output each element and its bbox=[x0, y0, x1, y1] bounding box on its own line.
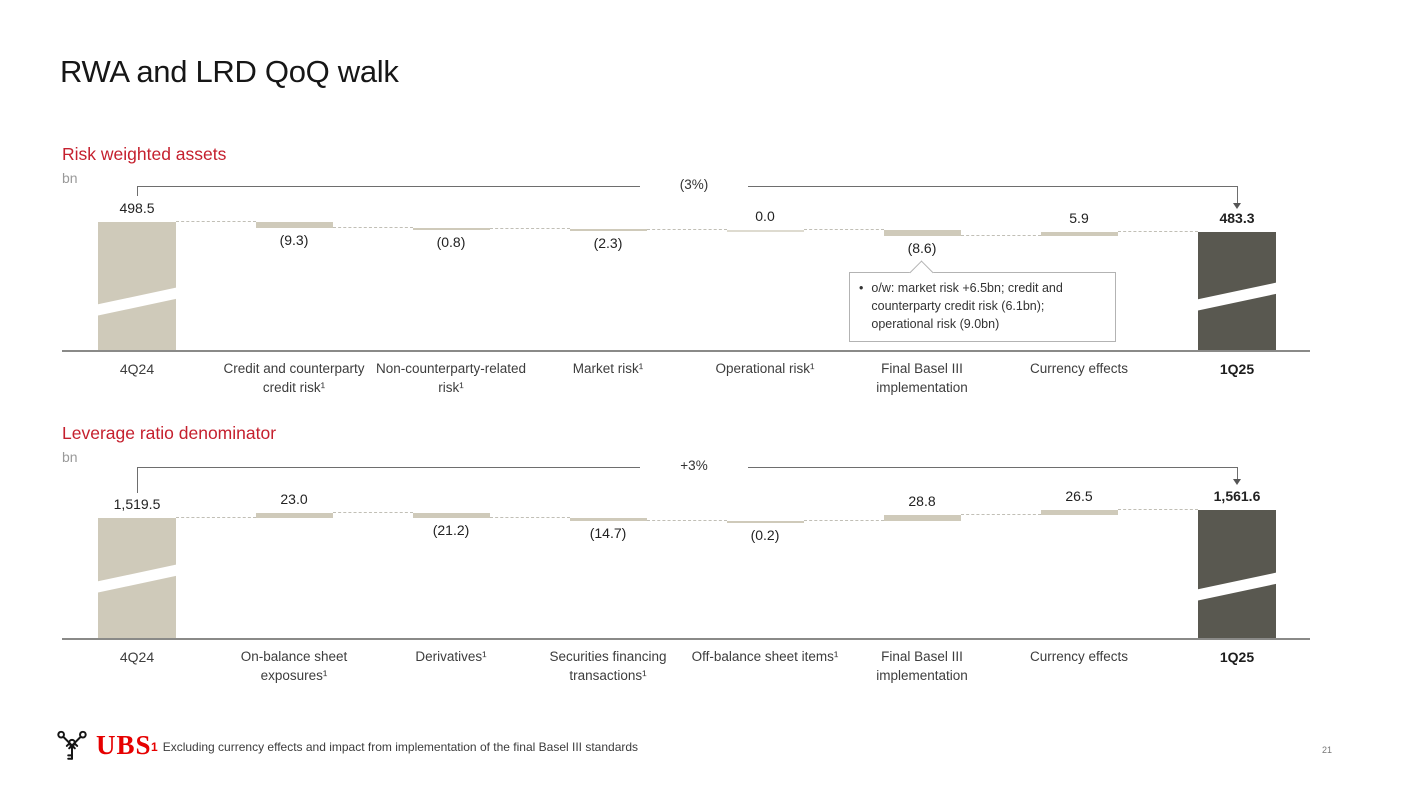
connector-line bbox=[803, 229, 884, 231]
bullet-icon: • bbox=[859, 281, 864, 295]
value-label: 23.0 bbox=[280, 491, 308, 508]
category-label: 1Q25 bbox=[1219, 649, 1255, 665]
chart1-unit: bn bbox=[62, 170, 78, 186]
chart1-title: Risk weighted assets bbox=[62, 144, 227, 164]
connector-line bbox=[489, 227, 570, 229]
connector-line bbox=[646, 519, 727, 521]
category-label: Market risk¹ bbox=[572, 361, 644, 376]
connector-line bbox=[489, 516, 570, 518]
arrow-stem bbox=[1237, 186, 1238, 203]
connector-line bbox=[176, 221, 256, 222]
ubs-logo: UBS bbox=[55, 729, 152, 762]
value-label: (0.8) bbox=[436, 234, 466, 251]
value-label: (2.3) bbox=[593, 234, 623, 251]
callout-text: o/w: market risk +6.5bn; credit and coun… bbox=[871, 281, 1063, 331]
connector-line bbox=[960, 513, 1041, 515]
chart1-total-change-label: (3%) bbox=[640, 177, 748, 192]
connector-line bbox=[960, 234, 1041, 236]
arrow-down-icon bbox=[1233, 203, 1241, 209]
axis-break-slash bbox=[98, 563, 176, 595]
value-label: (21.2) bbox=[432, 521, 470, 538]
bracket-tick bbox=[137, 186, 138, 196]
value-label: 28.8 bbox=[908, 492, 936, 509]
value-label: 0.0 bbox=[755, 208, 775, 225]
connector-line bbox=[1117, 508, 1198, 510]
bar-on-balance-sheet-exposures- bbox=[255, 513, 333, 518]
category-label: Securities financing transactions¹ bbox=[549, 649, 667, 683]
value-label: 483.3 bbox=[1219, 209, 1255, 226]
bar-final-basel-iii-implementation bbox=[883, 514, 961, 521]
connector-line bbox=[332, 227, 413, 229]
footnote: 1 Excluding currency effects and impact f… bbox=[151, 740, 638, 754]
bar-non-counterparty-related-risk- bbox=[412, 228, 490, 231]
basel-annotation-callout: • o/w: market risk +6.5bn; credit and co… bbox=[849, 272, 1116, 343]
bar-final-basel-iii-implementation bbox=[883, 230, 961, 236]
bar-operational-risk- bbox=[726, 230, 804, 232]
category-label: On-balance sheet exposures¹ bbox=[240, 649, 348, 683]
value-label: 1,519.5 bbox=[113, 496, 161, 512]
connector-line bbox=[646, 229, 727, 231]
bar-currency-effects bbox=[1040, 509, 1118, 515]
connector-line bbox=[803, 519, 884, 521]
arrow-stem bbox=[1237, 467, 1238, 479]
footnote-text: Excluding currency effects and impact fr… bbox=[162, 740, 639, 754]
category-label: Currency effects bbox=[1029, 361, 1129, 376]
category-label: Final Basel III implementation bbox=[876, 649, 968, 683]
bar-4q24 bbox=[98, 222, 176, 350]
bar-4q24 bbox=[98, 518, 176, 638]
bracket-tick bbox=[137, 467, 138, 493]
value-label: 498.5 bbox=[119, 200, 155, 216]
value-label: 26.5 bbox=[1065, 487, 1093, 504]
bar-securities-financing-transactions- bbox=[569, 517, 647, 521]
category-label: 1Q25 bbox=[1219, 361, 1255, 377]
category-label: 4Q24 bbox=[119, 649, 155, 665]
connector-line bbox=[1117, 230, 1198, 232]
category-label: Final Basel III implementation bbox=[876, 361, 968, 395]
value-label: (9.3) bbox=[279, 232, 309, 249]
chart2-total-change-label: +3% bbox=[640, 458, 748, 473]
value-label: 5.9 bbox=[1069, 209, 1089, 226]
value-label: 1,561.6 bbox=[1213, 487, 1261, 504]
category-label: Credit and counterparty credit risk¹ bbox=[223, 361, 365, 395]
footnote-marker: 1 bbox=[151, 740, 158, 754]
category-label: Operational risk¹ bbox=[715, 361, 815, 376]
bar-off-balance-sheet-items- bbox=[726, 520, 804, 523]
category-label: Currency effects bbox=[1029, 649, 1129, 664]
bar-1q25 bbox=[1198, 509, 1276, 638]
page-number: 21 bbox=[1322, 745, 1333, 755]
bar-market-risk- bbox=[569, 228, 647, 231]
x-axis bbox=[62, 350, 1310, 352]
chart2-unit: bn bbox=[62, 449, 78, 465]
category-label: Derivatives¹ bbox=[415, 649, 487, 664]
connector-line bbox=[332, 512, 413, 514]
bar-credit-and-counterparty-credit-risk- bbox=[255, 222, 333, 229]
bar-currency-effects bbox=[1040, 231, 1118, 236]
arrow-down-icon bbox=[1233, 479, 1241, 485]
axis-break-slash bbox=[1198, 571, 1276, 603]
x-axis bbox=[62, 638, 1310, 640]
value-label: (0.2) bbox=[750, 526, 780, 543]
connector-line bbox=[176, 517, 256, 518]
ubs-wordmark: UBS bbox=[96, 730, 152, 760]
value-label: (14.7) bbox=[589, 524, 627, 541]
value-label: (8.6) bbox=[907, 239, 937, 256]
category-label: Off-balance sheet items¹ bbox=[691, 649, 839, 664]
ubs-keys-icon bbox=[57, 730, 87, 760]
bar-1q25 bbox=[1198, 231, 1276, 350]
chart2-title: Leverage ratio denominator bbox=[62, 423, 277, 443]
category-label: 4Q24 bbox=[119, 361, 155, 377]
bar-derivatives- bbox=[412, 513, 490, 518]
category-label: Non-counterparty-related risk¹ bbox=[375, 361, 527, 395]
page-title: RWA and LRD QoQ walk bbox=[60, 54, 399, 89]
